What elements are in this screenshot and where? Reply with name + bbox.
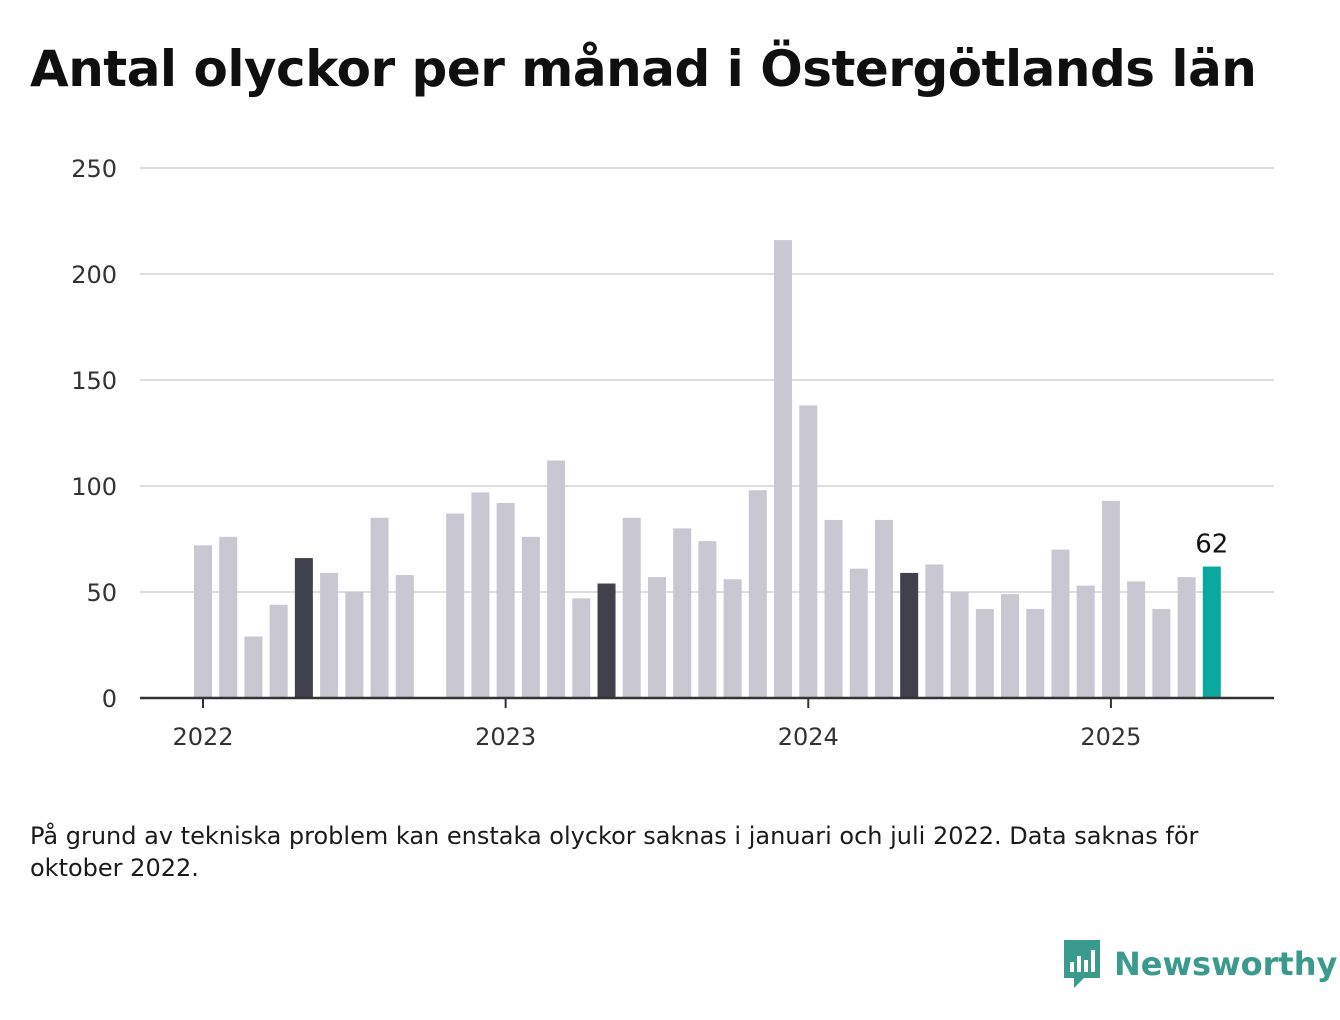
- bar: [698, 541, 717, 698]
- bar: [320, 572, 339, 698]
- bar: [395, 575, 414, 698]
- bar-chart: 0 50 100 150 200 250 62 2022 2023 2024 2025: [71, 155, 1274, 751]
- bar: [900, 572, 919, 698]
- x-tick-label: 2022: [172, 723, 233, 751]
- bar: [1202, 566, 1221, 698]
- bar: [1127, 581, 1146, 698]
- bar: [874, 519, 893, 698]
- bar: [1076, 585, 1095, 698]
- bar: [824, 519, 843, 698]
- bar: [647, 577, 666, 698]
- bar: [370, 517, 389, 698]
- bar: [194, 545, 212, 698]
- bar: [1001, 594, 1020, 698]
- footnote: På grund av tekniska problem kan enstaka…: [30, 822, 1199, 882]
- x-tick-label: 2023: [475, 723, 536, 751]
- bar: [925, 564, 944, 698]
- y-tick-label: 150: [71, 367, 117, 395]
- y-tick-label: 50: [86, 579, 117, 607]
- bar: [471, 492, 490, 698]
- bar: [547, 460, 566, 698]
- chart-title: Antal olyckor per månad i Östergötlands …: [30, 40, 1257, 98]
- bar: [673, 528, 692, 698]
- x-axis-ticks: 2022 2023 2024 2025: [172, 698, 1141, 751]
- y-tick-label: 200: [71, 261, 117, 289]
- bar: [1101, 500, 1120, 698]
- bar: [496, 502, 515, 698]
- bar: [849, 568, 868, 698]
- bar: [622, 517, 641, 698]
- bar: [950, 592, 969, 698]
- bar: [1051, 549, 1070, 698]
- brand-logo[interactable]: Newsworthy: [1062, 940, 1337, 988]
- bar: [446, 513, 465, 698]
- x-tick-label: 2024: [778, 723, 839, 751]
- y-axis-ticks: 0 50 100 150 200 250: [71, 155, 117, 713]
- bar: [1152, 608, 1171, 698]
- data-labels: 62: [1195, 530, 1228, 560]
- bar: [1177, 577, 1196, 698]
- bar: [975, 608, 994, 698]
- bar: [1026, 608, 1045, 698]
- bar: [723, 579, 742, 698]
- bar: [269, 604, 288, 698]
- bar: [345, 592, 364, 698]
- brand-name: Newsworthy: [1114, 945, 1338, 983]
- x-tick-label: 2025: [1080, 723, 1141, 751]
- bar: [219, 536, 238, 698]
- bar: [521, 536, 540, 698]
- bar: [572, 598, 591, 698]
- bar: [597, 583, 616, 698]
- bars: [194, 240, 1221, 698]
- bar: [774, 240, 793, 698]
- y-tick-label: 0: [102, 685, 117, 713]
- newsworthy-logo-icon: [1064, 940, 1100, 988]
- bar: [294, 558, 313, 698]
- bar: [748, 490, 767, 698]
- y-tick-label: 100: [71, 473, 117, 501]
- data-label: 62: [1195, 530, 1228, 560]
- bar: [799, 405, 818, 698]
- bar: [244, 636, 263, 698]
- y-tick-label: 250: [71, 155, 117, 183]
